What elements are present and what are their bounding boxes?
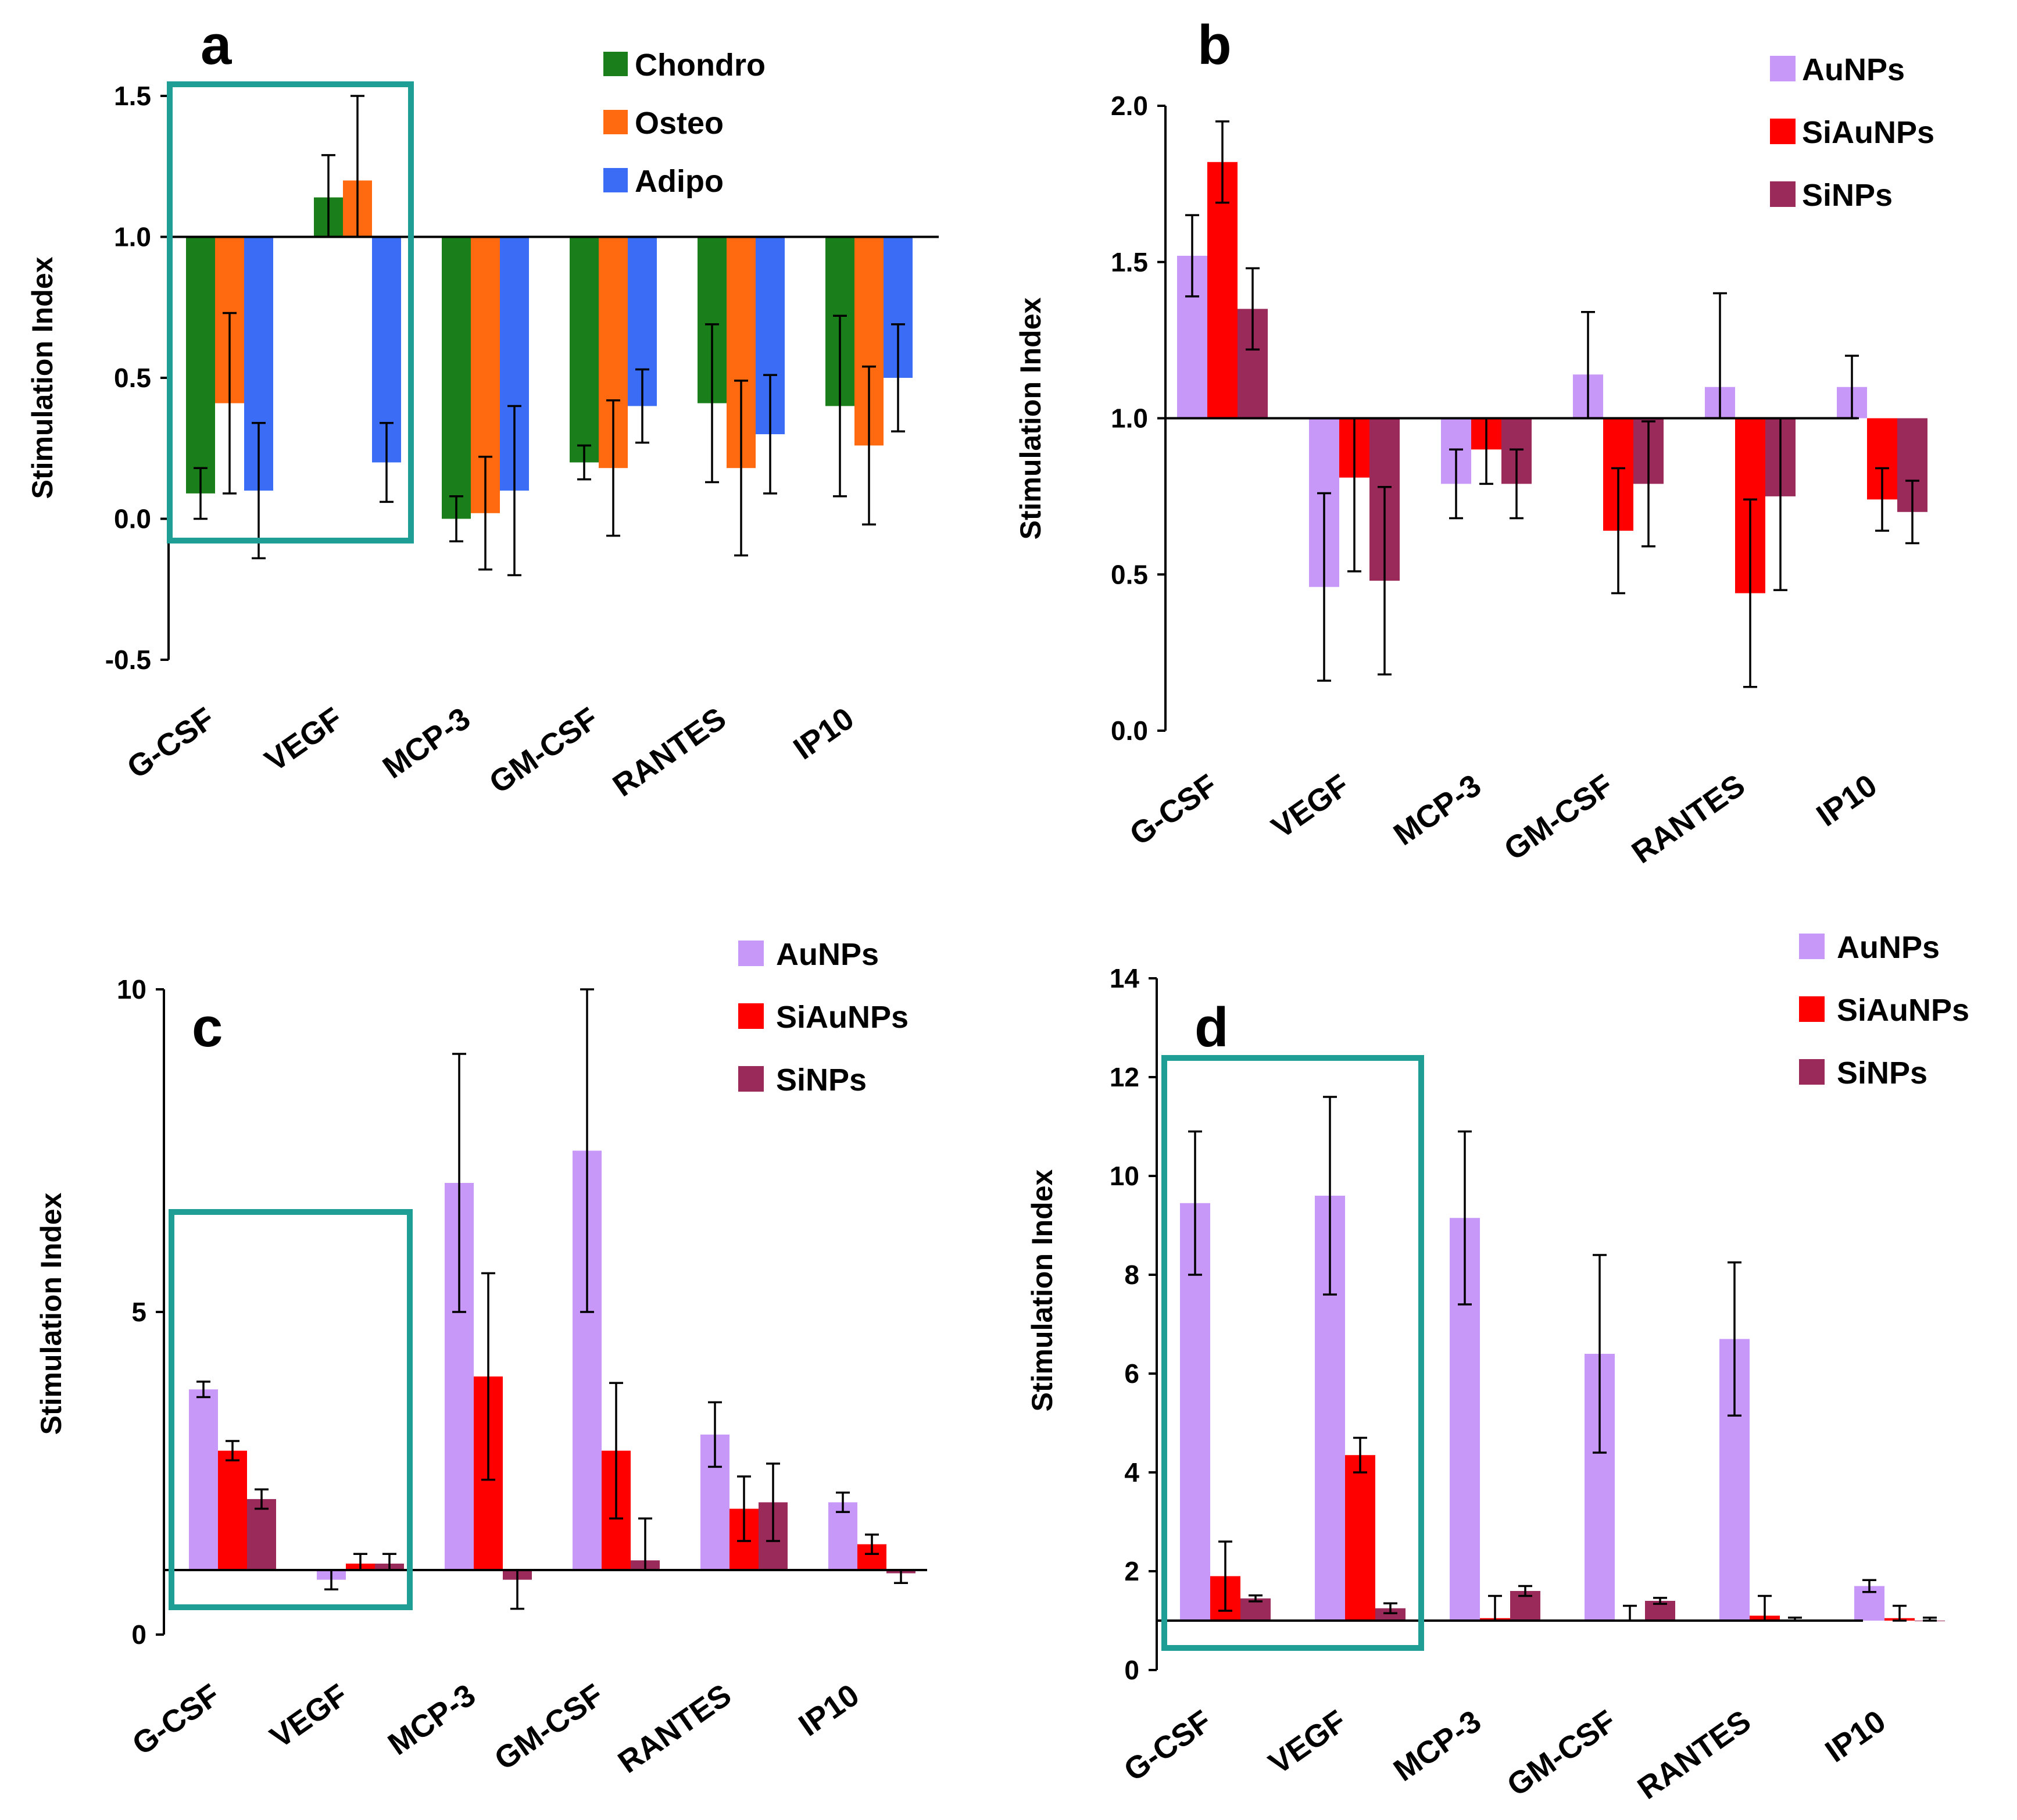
y-tick-label: 0.5 (1111, 559, 1148, 589)
bar (442, 237, 471, 519)
y-tick-label: 10 (1110, 1161, 1139, 1191)
bar (1207, 162, 1238, 419)
bar (218, 1450, 247, 1570)
y-axis-label: Stimulation Index (1026, 1169, 1058, 1411)
bar (186, 237, 215, 494)
category-label: RANTES (1632, 1704, 1757, 1806)
category-label: RANTES (1626, 768, 1751, 870)
category-label: VEGF (1265, 768, 1356, 845)
category-label: IP10 (1819, 1704, 1891, 1769)
bar (189, 1389, 218, 1570)
category-label: RANTES (612, 1678, 738, 1780)
legend-swatch (603, 168, 628, 192)
category-label: GM-CSF (1498, 768, 1619, 867)
y-tick-label: 10 (117, 974, 146, 1004)
y-tick-label: 1.5 (114, 81, 151, 111)
y-tick-label: 4 (1124, 1457, 1139, 1488)
y-tick-label: -0.5 (105, 645, 151, 675)
legend-label: Adipo (635, 164, 724, 199)
legend-label: SiAuNPs (1837, 993, 1969, 1028)
y-tick-label: 2.0 (1111, 91, 1148, 121)
category-label: IP10 (1810, 768, 1883, 834)
legend-label: AuNPs (1802, 52, 1905, 87)
legend-label: AuNPs (776, 937, 879, 972)
legend-swatch (1770, 56, 1796, 81)
y-axis-label: Stimulation Index (35, 1192, 67, 1435)
panel-letter: c (192, 996, 223, 1059)
legend-label: SiAuNPs (776, 1000, 909, 1035)
highlight-box (1161, 1055, 1424, 1651)
category-label: G-CSF (121, 701, 221, 786)
panel-letter: b (1197, 14, 1232, 76)
category-label: GM-CSF (488, 1678, 610, 1777)
highlight-box (167, 81, 414, 544)
category-label: GM-CSF (483, 701, 605, 800)
chart-panel-c: 0 5 10 Stimulation Index G-CSF VEGF MCP-3 GM-CS… (35, 937, 927, 1780)
category-label: VEGF (259, 701, 349, 778)
legend-swatch (1799, 1059, 1825, 1085)
bar (247, 1499, 276, 1570)
legend-label: SiNPs (1802, 178, 1893, 213)
category-label: G-CSF (126, 1678, 226, 1762)
legend-label: Chondro (635, 48, 766, 83)
legend-label: AuNPs (1837, 930, 1940, 965)
category-label: MCP-3 (1387, 1704, 1487, 1789)
y-tick-label: 0.0 (114, 504, 151, 534)
y-tick-label: 0.0 (1111, 716, 1148, 746)
chart-panel-b: 0.0 0.5 1.0 1.5 2.0 Stimulation Index G-CSF VEG… (1014, 14, 1934, 870)
y-tick-label: 8 (1124, 1260, 1139, 1290)
y-tick-label: 14 (1110, 963, 1140, 993)
category-label: RANTES (607, 701, 732, 803)
y-tick-label: 1.0 (114, 222, 151, 252)
y-tick-label: 1.0 (1111, 403, 1148, 434)
bar (1345, 1455, 1375, 1621)
bar (570, 237, 599, 463)
category-label: MCP-3 (377, 701, 477, 786)
category-label: VEGF (264, 1678, 354, 1755)
y-tick-label: 12 (1110, 1062, 1139, 1092)
category-label: MCP-3 (382, 1678, 482, 1762)
legend-swatch (738, 941, 764, 966)
legend-label: SiAuNPs (1802, 115, 1934, 150)
y-axis-label: Stimulation Index (1014, 297, 1047, 539)
y-tick-label: 1.5 (1111, 247, 1148, 277)
chart-panel-d: 0 2 4 6 8 10 12 14 Stimulation Index G-CSF VEGF MCP… (1026, 930, 1969, 1806)
legend-label: SiNPs (776, 1063, 867, 1097)
y-tick-label: 6 (1124, 1358, 1139, 1389)
y-tick-label: 0 (131, 1619, 146, 1650)
y-axis-label: Stimulation Index (26, 256, 59, 499)
highlight-box (169, 1209, 413, 1610)
legend-swatch (738, 1003, 764, 1029)
legend-swatch (738, 1066, 764, 1092)
legend-swatch (1770, 181, 1796, 207)
category-label: G-CSF (1124, 768, 1224, 853)
legend-swatch (1770, 119, 1796, 144)
y-tick-label: 2 (1124, 1556, 1139, 1586)
legend-swatch (603, 52, 628, 76)
legend-swatch (1799, 934, 1825, 959)
panel-letter: d (1195, 996, 1229, 1059)
legend-swatch (603, 110, 628, 134)
category-label: G-CSF (1118, 1704, 1218, 1789)
category-label: MCP-3 (1387, 768, 1487, 853)
chart-panel-a: -0.5 0.0 0.5 1.0 1.5 Stimulation Index G-CSF VE… (26, 14, 939, 803)
panel-letter: a (201, 14, 232, 76)
y-tick-label: 5 (131, 1297, 146, 1327)
bar (828, 1502, 857, 1570)
legend-label: Osteo (635, 106, 724, 141)
bar (1375, 1608, 1406, 1621)
legend-swatch (1799, 996, 1825, 1022)
y-tick-label: 0.5 (114, 363, 151, 393)
category-label: IP10 (787, 701, 860, 767)
legend-label: SiNPs (1837, 1056, 1927, 1090)
category-label: IP10 (792, 1678, 865, 1743)
y-tick-label: 0 (1124, 1655, 1139, 1685)
category-label: VEGF (1263, 1704, 1353, 1781)
category-label: GM-CSF (1501, 1704, 1622, 1803)
